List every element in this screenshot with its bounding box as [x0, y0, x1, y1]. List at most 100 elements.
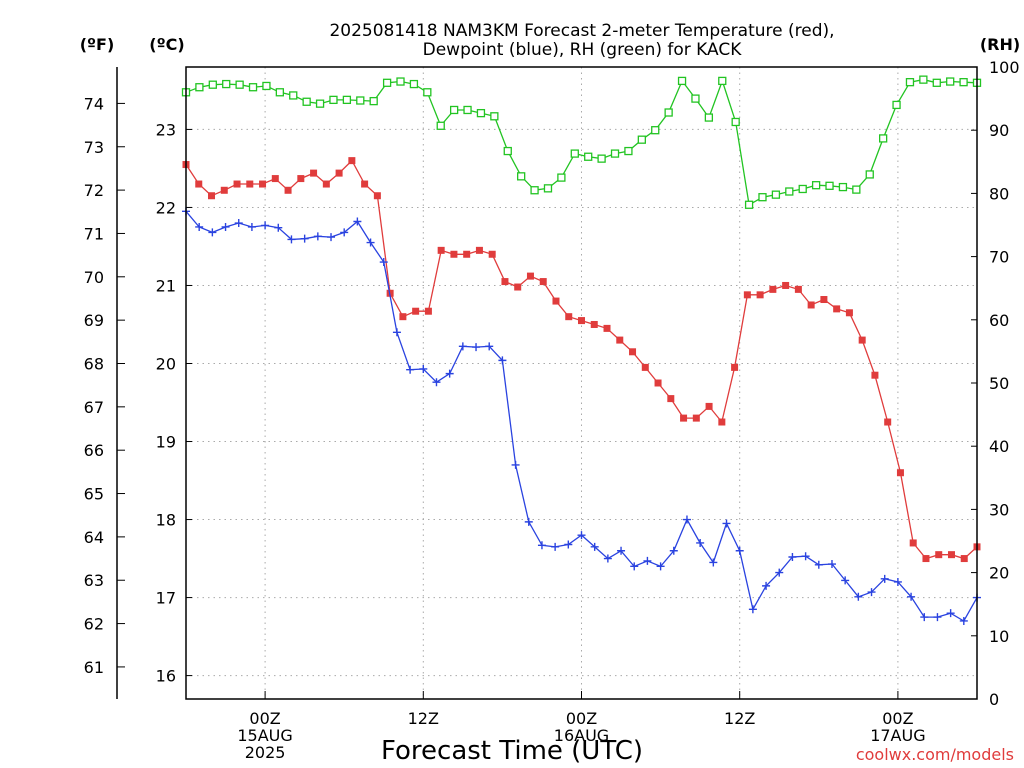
temperature-point	[909, 539, 917, 547]
temperature-point	[845, 309, 853, 317]
rh-point	[905, 78, 915, 87]
rh-point	[731, 117, 740, 127]
temperature-point	[947, 551, 955, 559]
temperature-point	[833, 305, 841, 313]
temperature-point	[271, 175, 279, 183]
dewpoint-point	[458, 342, 467, 351]
rh-point	[758, 193, 767, 202]
temperature-point	[603, 324, 611, 332]
dewpoint-point	[590, 542, 599, 551]
dewpoint-point	[603, 554, 612, 563]
rh-point	[248, 83, 258, 92]
celsius-tick-label: 21	[156, 276, 176, 295]
dewpoint-point	[313, 232, 322, 241]
dewpoint-point	[577, 531, 586, 540]
temperature-point	[399, 313, 407, 321]
rh-point	[369, 96, 378, 106]
dewpoint-point	[551, 542, 560, 551]
rh-point	[838, 182, 848, 192]
temperature-point	[692, 414, 700, 422]
temperature-point	[463, 250, 471, 258]
dewpoint-point	[959, 616, 968, 625]
temperature-point	[641, 363, 649, 371]
celsius-tick-label: 17	[156, 589, 176, 608]
temperature-point	[208, 192, 216, 200]
rh-point	[315, 99, 325, 108]
fahrenheit-tick-label: 62	[84, 615, 104, 634]
chart-title-line1: 2025081418 NAM3KM Forecast 2-meter Tempe…	[329, 21, 834, 41]
temperature-point	[871, 371, 879, 379]
rh-point	[624, 146, 633, 156]
temperature-point	[539, 278, 547, 286]
temperature-point	[680, 414, 688, 422]
temperature-point	[310, 169, 318, 177]
dewpoint-point	[827, 560, 836, 569]
dewpoint-point	[630, 562, 639, 571]
temperature-point	[896, 469, 904, 477]
dewpoint-point	[406, 365, 415, 374]
fahrenheit-unit-label: (ºF)	[80, 35, 115, 54]
temperature-point	[322, 180, 330, 188]
dewpoint-line	[185, 210, 978, 622]
rh-point	[852, 185, 861, 194]
rh-point	[342, 95, 352, 105]
rh-point	[919, 75, 928, 84]
rh-point	[409, 79, 419, 89]
celsius-tick-label: 20	[156, 354, 176, 373]
dewpoint-point	[537, 541, 546, 550]
dewpoint-point	[485, 342, 494, 351]
fahrenheit-tick-label: 63	[84, 571, 104, 590]
dewpoint-point	[234, 219, 243, 228]
rh-point	[289, 91, 298, 100]
temperature-point	[526, 272, 534, 280]
dewpoint-point	[221, 222, 230, 231]
series-layer	[181, 75, 982, 625]
rh-point	[557, 173, 566, 182]
rh-point	[664, 108, 673, 117]
rh-point	[825, 181, 834, 190]
fahrenheit-tick-label: 67	[84, 398, 104, 417]
temperature-point	[246, 180, 254, 188]
fahrenheit-tick-label: 69	[84, 311, 104, 330]
celsius-tick-label: 22	[156, 198, 176, 217]
x-tick-label: 12Z	[724, 709, 755, 728]
dewpoint-point	[353, 217, 362, 226]
rh-point	[423, 88, 432, 97]
celsius-tick-label: 16	[156, 667, 176, 686]
dewpoint-point	[274, 223, 283, 232]
rh-tick-label: 10	[989, 627, 1009, 646]
temperature-point	[552, 297, 560, 305]
temperature-point	[475, 246, 483, 254]
rh-point	[262, 81, 271, 91]
rh-point	[382, 78, 392, 87]
temperature-point	[718, 418, 726, 426]
temperature-point	[437, 246, 445, 254]
rh-unit-label: (RH)	[980, 35, 1020, 54]
temperature-point	[807, 301, 815, 309]
fahrenheit-tick-label: 70	[84, 268, 104, 287]
temperature-point	[769, 285, 777, 293]
rh-point	[235, 80, 244, 89]
rh-point	[356, 96, 365, 105]
rh-point	[449, 105, 459, 115]
temperature-point	[756, 291, 764, 299]
x-tick-label: 15AUG	[237, 726, 292, 745]
temperature-point	[488, 250, 496, 258]
celsius-unit-label: (ºC)	[149, 35, 184, 54]
dewpoint-point	[511, 460, 520, 469]
dewpoint-point	[762, 581, 771, 590]
dewpoint-point	[920, 613, 929, 622]
rh-point	[396, 77, 405, 86]
dewpoint-point	[814, 560, 823, 569]
rh-point	[610, 149, 620, 158]
rh-point	[275, 88, 284, 97]
temperature-point	[705, 402, 713, 410]
celsius-tick-label: 19	[156, 433, 176, 452]
rh-point	[691, 94, 700, 103]
temperature-point	[195, 180, 203, 188]
rh-point	[771, 190, 781, 199]
temperature-point	[284, 186, 292, 194]
rh-point	[329, 95, 338, 105]
